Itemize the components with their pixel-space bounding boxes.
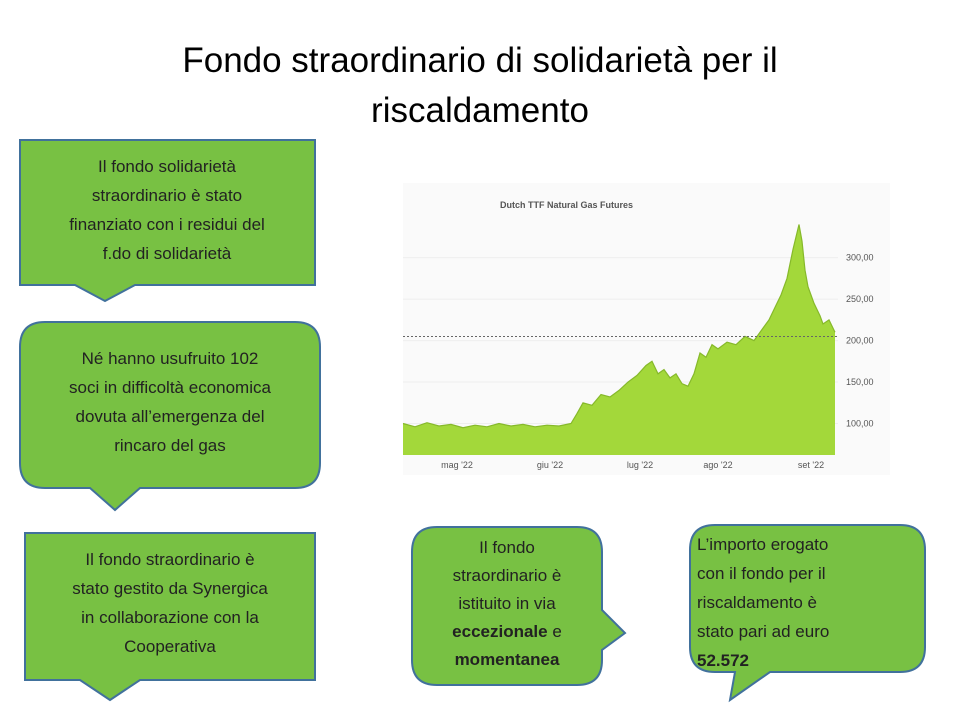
text-run: stato pari ad euro (697, 622, 829, 641)
text-run: stato gestito da Synergica (72, 579, 268, 598)
callout-text: Il fondo solidarietà (98, 157, 237, 176)
y-tick-label: 100,00 (846, 419, 874, 429)
text-run: eccezionale (452, 622, 547, 641)
text-run: con il fondo per il (697, 564, 826, 583)
callout-text: 52.572 (697, 651, 749, 670)
text-run: Il fondo straordinario è (85, 550, 254, 569)
text-run: e (548, 622, 562, 641)
slide-title: Fondo straordinario di solidarietà per i… (182, 41, 777, 80)
text-run: soci in difficoltà economica (69, 378, 271, 397)
callout-text: riscaldamento è (697, 593, 817, 612)
callout-text: soci in difficoltà economica (69, 378, 271, 397)
text-run: straordinario è (453, 566, 562, 585)
callout-text: straordinario è stato (92, 186, 242, 205)
x-tick-label: giu '22 (537, 460, 563, 470)
y-tick-label: 150,00 (846, 377, 874, 387)
callout-2 (19, 321, 321, 512)
callout-text: L’importo erogato (697, 535, 828, 554)
text-run: Né hanno usufruito 102 (82, 349, 259, 368)
text-run: dovuta all’emergenza del (75, 407, 264, 426)
callout-text: dovuta all’emergenza del (75, 407, 264, 426)
y-tick-label: 300,00 (846, 253, 874, 263)
callout-text: con il fondo per il (697, 564, 826, 583)
text-run: momentanea (455, 650, 560, 669)
area (403, 224, 835, 455)
callout-text: eccezionale e (452, 622, 562, 641)
text-run: finanziato con i residui del (69, 215, 265, 234)
text-run: istituito in via (458, 594, 556, 613)
chart-title: Dutch TTF Natural Gas Futures (500, 200, 633, 210)
callout-text: straordinario è (453, 566, 562, 585)
callout-text: istituito in via (458, 594, 556, 613)
callout-text: in collaborazione con la (81, 608, 259, 627)
texts: Fondo straordinario di solidarietà per i… (69, 41, 829, 670)
text-run: straordinario è stato (92, 186, 242, 205)
callout-text: stato pari ad euro (697, 622, 829, 641)
callout-5 (689, 524, 926, 703)
text-run: Cooperativa (124, 637, 216, 656)
text-run: f.do di solidarietà (103, 244, 232, 263)
callout-4 (411, 526, 627, 686)
x-tick-label: mag '22 (441, 460, 473, 470)
text-run: in collaborazione con la (81, 608, 259, 627)
callout-shapes (19, 139, 926, 703)
callout-3 (24, 532, 316, 702)
y-tick-label: 250,00 (846, 294, 874, 304)
y-tick-label: 200,00 (846, 336, 874, 346)
callout-text: Il fondo straordinario è (85, 550, 254, 569)
area-line (402, 224, 836, 429)
text-run: Il fondo solidarietà (98, 157, 237, 176)
callout-text: f.do di solidarietà (103, 244, 232, 263)
x-tick-label: lug '22 (627, 460, 653, 470)
x-tick-label: set '22 (798, 460, 824, 470)
callout-text: rincaro del gas (114, 436, 226, 455)
callout-text: Il fondo (479, 538, 535, 557)
text-run: riscaldamento è (697, 593, 817, 612)
x-tick-label: ago '22 (703, 460, 732, 470)
callout-text: Né hanno usufruito 102 (82, 349, 259, 368)
slide-title: riscaldamento (371, 91, 589, 130)
callout-text: momentanea (455, 650, 560, 669)
text-run: rincaro del gas (114, 436, 226, 455)
callout-text: Cooperativa (124, 637, 216, 656)
text-run: L’importo erogato (697, 535, 828, 554)
callout-1 (19, 139, 316, 303)
text-run: Il fondo (479, 538, 535, 557)
text-run: 52.572 (697, 651, 749, 670)
chart: Dutch TTF Natural Gas Futures 100,00 150,0… (402, 200, 874, 470)
callout-text: stato gestito da Synergica (72, 579, 268, 598)
callout-text: finanziato con i residui del (69, 215, 265, 234)
